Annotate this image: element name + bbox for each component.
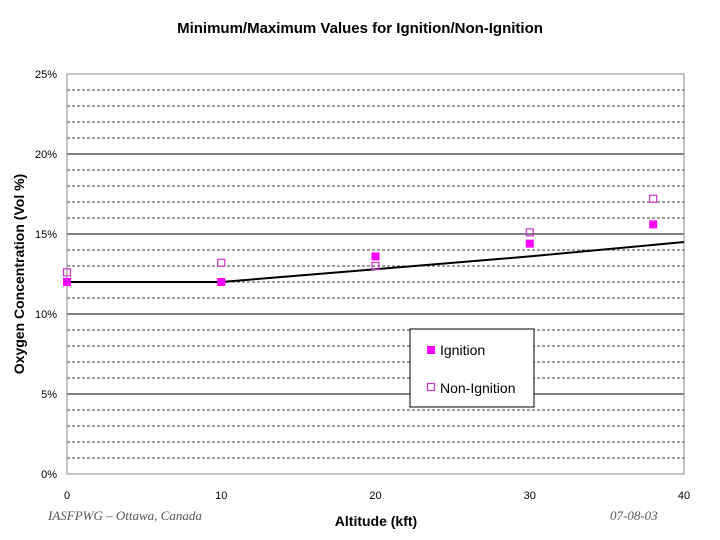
grid	[67, 89, 684, 459]
non-ignition-point	[371, 261, 380, 271]
y-tick-label: 0%	[41, 469, 57, 481]
non-ignition-point	[525, 228, 534, 237]
legend-box	[409, 328, 535, 408]
x-tick-label: 20	[369, 490, 381, 502]
legend-label-non-ignition: Non-Ignition	[440, 380, 516, 396]
ignition-point	[371, 252, 380, 261]
x-tick-label: 10	[215, 490, 227, 502]
y-tick-label: 5%	[41, 389, 57, 401]
series	[62, 194, 685, 286]
ignition-point	[217, 278, 226, 286]
y-tick-label: 25%	[35, 69, 57, 81]
plot-area	[66, 73, 685, 475]
footer-date: 07-08-03	[610, 508, 658, 523]
chart-title: Minimum/Maximum Values for Ignition/Non-…	[177, 20, 543, 37]
non-ignition-point	[217, 258, 226, 267]
x-axis-label: Altitude (kft)	[335, 513, 417, 529]
non-ignition-point	[62, 268, 72, 277]
ignition-point	[525, 239, 534, 248]
legend: Ignition Non-Ignition	[409, 328, 535, 408]
x-tick-label: 0	[64, 490, 70, 502]
non-ignition-point	[649, 194, 658, 203]
ignition-point	[649, 220, 658, 229]
axes: 0% 5% 10% 15% 20% 25% 0 10 20 30 40	[35, 69, 690, 502]
legend-label-ignition: Ignition	[440, 342, 485, 358]
y-tick-label: 10%	[35, 309, 57, 321]
x-tick-label: 30	[524, 490, 536, 502]
y-axis-label: Oxygen Concentration (Vol %)	[11, 174, 27, 374]
y-tick-label: 20%	[35, 149, 57, 161]
x-tick-label: 40	[678, 490, 690, 502]
ignition-point	[63, 278, 71, 286]
legend-marker-non-ignition	[426, 382, 436, 392]
footer-organization: IASFPWG – Ottawa, Canada	[48, 508, 202, 523]
y-tick-label: 15%	[35, 229, 57, 241]
legend-marker-ignition	[427, 346, 435, 354]
